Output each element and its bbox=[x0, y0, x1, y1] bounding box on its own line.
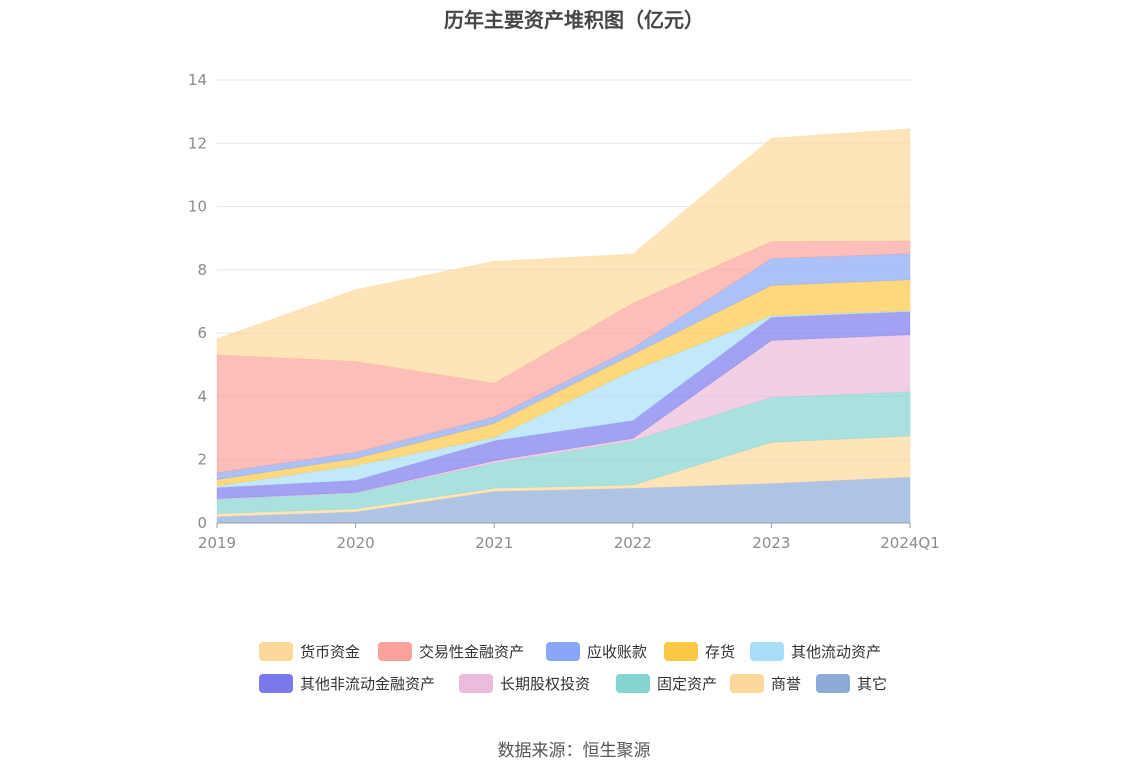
y-tick-label: 0 bbox=[197, 514, 207, 532]
legend-item-other-current-assets[interactable]: 其他流动资产 bbox=[750, 641, 881, 661]
legend-item-cash[interactable]: 货币资金 bbox=[259, 641, 360, 661]
legend-swatch bbox=[664, 641, 698, 661]
legend-swatch bbox=[259, 673, 293, 693]
legend-label: 固定资产 bbox=[657, 674, 718, 693]
area-cash[interactable] bbox=[216, 128, 911, 384]
legend-label: 货币资金 bbox=[300, 642, 361, 661]
y-tick-label: 8 bbox=[197, 261, 207, 279]
legend-swatch bbox=[816, 673, 850, 693]
legend-label: 其它 bbox=[857, 674, 888, 693]
legend-label: 其他非流动金融资产 bbox=[300, 674, 436, 693]
legend-item-inventory[interactable]: 存货 bbox=[664, 641, 735, 661]
legend-swatch bbox=[459, 673, 493, 693]
legend-item-trading-financial-assets[interactable]: 交易性金融资产 bbox=[378, 641, 524, 661]
x-tick-label: 2023 bbox=[752, 534, 790, 552]
x-tick-label: 2024Q1 bbox=[880, 534, 940, 552]
y-tick-label: 10 bbox=[188, 198, 207, 216]
legend-item-accounts-receivable[interactable]: 应收账款 bbox=[546, 641, 647, 661]
legend-item-goodwill[interactable]: 商誉 bbox=[730, 673, 801, 693]
area-layer bbox=[216, 128, 911, 524]
legend-label: 商誉 bbox=[771, 674, 802, 693]
y-tick-label: 2 bbox=[197, 451, 207, 469]
legend-label: 长期股权投资 bbox=[500, 674, 591, 693]
y-tick-label: 12 bbox=[188, 134, 207, 152]
legend-swatch bbox=[259, 641, 293, 661]
legend-swatch bbox=[378, 641, 412, 661]
y-tick-label: 6 bbox=[197, 324, 207, 342]
legend-item-long-term-equity-investment[interactable]: 长期股权投资 bbox=[459, 673, 590, 693]
data-source-note: 数据来源：恒生聚源 bbox=[497, 741, 651, 761]
y-tick-label: 14 bbox=[188, 71, 207, 89]
legend-swatch bbox=[616, 673, 650, 693]
chart-title: 历年主要资产堆积图（亿元） bbox=[444, 8, 704, 32]
x-tick-label: 2022 bbox=[614, 534, 652, 552]
legend-swatch bbox=[546, 641, 580, 661]
legend-label: 应收账款 bbox=[587, 642, 648, 661]
legend-item-fixed-assets[interactable]: 固定资产 bbox=[616, 673, 717, 693]
y-tick-label: 4 bbox=[197, 387, 207, 405]
axis-layer: 0 2 4 6 8 10 12 14 2019 2020 2021 2022 2023 2024Q1 bbox=[188, 71, 940, 552]
legend-swatch bbox=[730, 673, 764, 693]
legend-label: 存货 bbox=[705, 642, 736, 661]
x-tick-label: 2020 bbox=[337, 534, 375, 552]
legend-swatch bbox=[750, 641, 784, 661]
legend-item-other-noncurrent-financial-assets[interactable]: 其他非流动金融资产 bbox=[259, 673, 435, 693]
x-tick-label: 2019 bbox=[198, 534, 236, 552]
x-tick-label: 2021 bbox=[475, 534, 513, 552]
legend-label: 其他流动资产 bbox=[791, 642, 882, 661]
legend-label: 交易性金融资产 bbox=[419, 642, 525, 661]
legend-item-others[interactable]: 其它 bbox=[816, 673, 887, 693]
